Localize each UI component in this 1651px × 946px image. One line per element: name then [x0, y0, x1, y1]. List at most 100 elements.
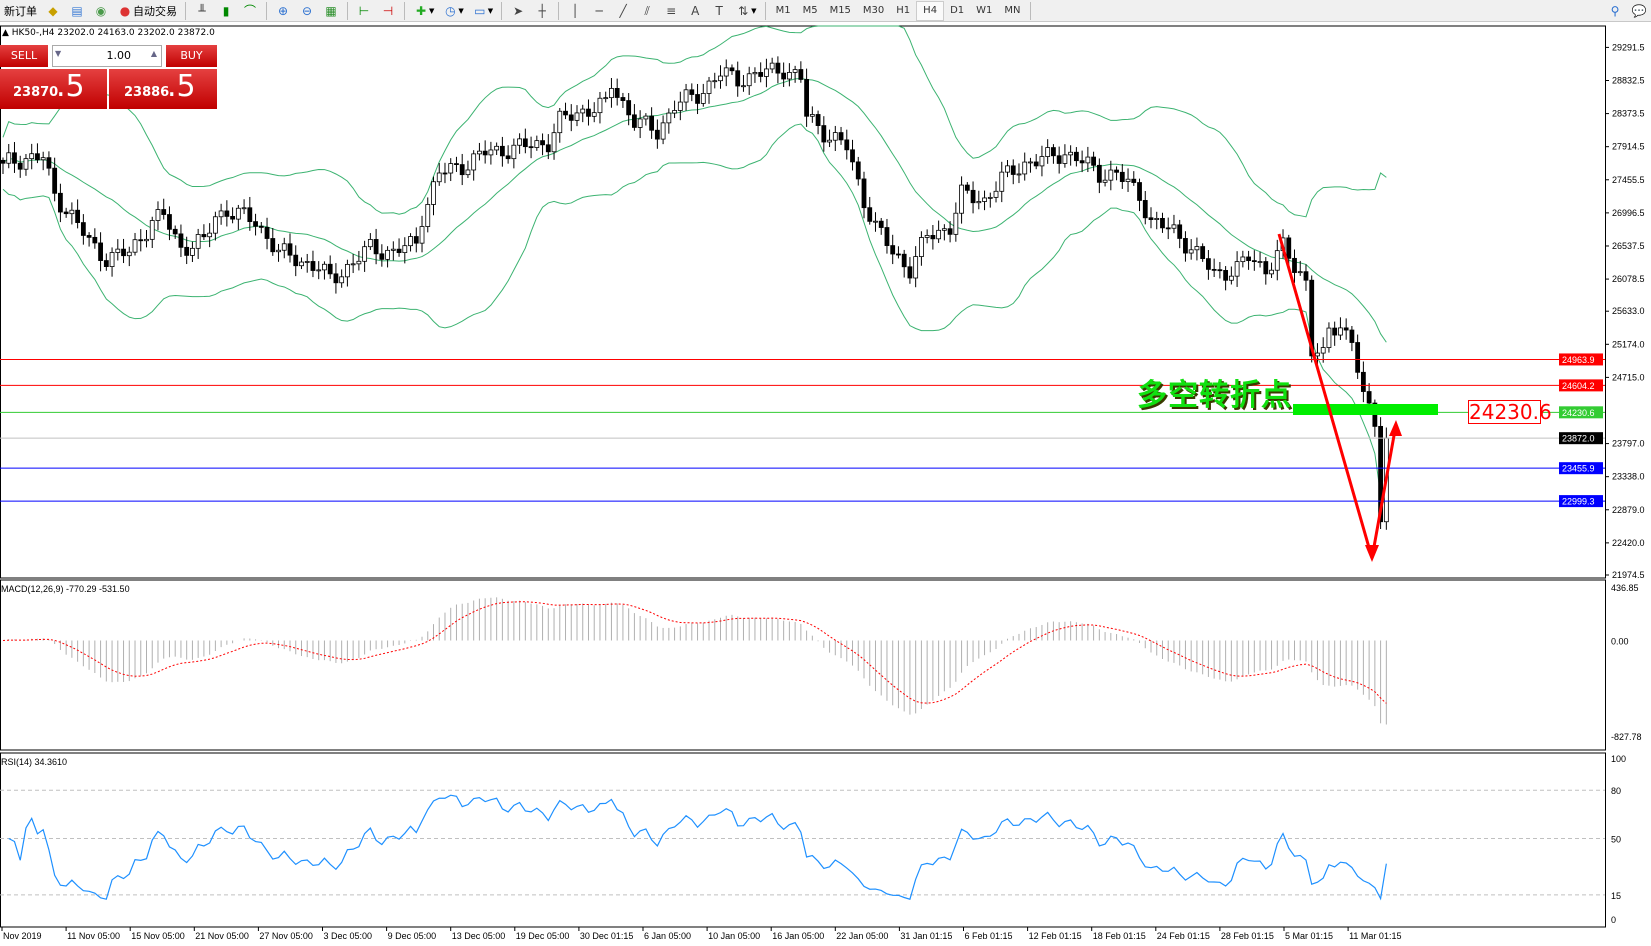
expert-advisors-button[interactable]: ◆ [41, 1, 65, 21]
rsi-axis-label: 15 [1611, 891, 1621, 901]
search-icon: ⚲ [1610, 3, 1620, 18]
horizontal-levels[interactable]: 24963.9 24604.2 24230.6 23872.0 23455.9 22999… [0, 353, 1605, 508]
chat-button[interactable]: 💬 [1627, 1, 1651, 21]
bollinger-bands [2, 25, 1387, 508]
time-axis-label: 13 Dec 05:00 [452, 931, 506, 941]
candle-body [149, 220, 155, 240]
timeframe-m1[interactable]: M1 [775, 5, 791, 16]
candle-body [459, 164, 465, 176]
candle-body [402, 245, 408, 254]
timeframe-d1[interactable]: D1 [950, 5, 965, 16]
candle-body [1234, 261, 1240, 277]
candle-body [299, 261, 304, 267]
auto-trading-button[interactable]: ● 自动交易 [113, 1, 181, 21]
level-price-label[interactable]: 24230.6 [1468, 400, 1552, 424]
candle-body [890, 245, 896, 255]
candle-body [230, 215, 236, 220]
candle [86, 232, 92, 247]
crosshair-button[interactable]: ┼ [530, 1, 554, 21]
candle [1091, 151, 1096, 172]
search-button[interactable]: ⚲ [1603, 1, 1627, 21]
candle [947, 221, 953, 243]
horizontal-line-button[interactable]: ─ [587, 1, 611, 21]
channel-button[interactable]: ⫽ [635, 1, 659, 21]
cursor-button[interactable]: ➤ [506, 1, 530, 21]
candle-body [431, 181, 436, 205]
lots-field[interactable]: ▼ 1.00 ▲ [52, 45, 162, 67]
signals-button[interactable]: ◉ [89, 1, 113, 21]
candle [80, 214, 86, 245]
timeframe-m5[interactable]: M5 [802, 5, 818, 16]
candle-body [1355, 342, 1361, 373]
candle [1332, 321, 1338, 346]
tile-windows-button[interactable]: ▦ [319, 1, 343, 21]
new-order-label: 新订单 [4, 4, 37, 18]
candle-body [999, 171, 1005, 192]
text-button[interactable]: A [683, 1, 707, 21]
bar-chart-button[interactable]: ╨ [190, 1, 214, 21]
candle-body [333, 273, 339, 284]
zoom-in-button[interactable]: ⊕ [271, 1, 295, 21]
candle [98, 232, 103, 272]
candlestick-icon: ▮ [222, 3, 230, 18]
candle [1366, 383, 1372, 407]
annotation-text[interactable]: 多空转折点 [1137, 378, 1292, 413]
buy-price-button[interactable]: 23886 .5 [109, 69, 217, 109]
periods-button[interactable]: ◷ ▼ [438, 1, 467, 21]
candle [477, 142, 482, 161]
level-price-text: 22999.3 [1562, 497, 1595, 507]
candle [1119, 164, 1125, 189]
candle-body [781, 72, 787, 80]
candle-body [764, 68, 769, 77]
indicators-button[interactable]: ✚ ▼ [409, 1, 438, 21]
timeframe-m15[interactable]: M15 [829, 5, 851, 16]
horizontal-line-icon: ─ [595, 3, 603, 18]
candle-body [1349, 329, 1355, 343]
time-axis-label: 11 Mar 01:15 [1349, 931, 1401, 941]
timeframe-w1[interactable]: W1 [976, 5, 993, 16]
auto-scroll-button[interactable]: ⊢ [352, 1, 376, 21]
line-chart-button[interactable]: ⌒ [238, 1, 262, 21]
candle-body [873, 220, 878, 223]
candle [723, 59, 729, 87]
timeframe-mn[interactable]: MN [1004, 5, 1021, 16]
buy-button[interactable]: BUY [166, 45, 217, 67]
timeframe-h1[interactable]: H1 [896, 5, 911, 16]
candle-body [362, 246, 368, 262]
zoom-out-button[interactable]: ⊖ [295, 1, 319, 21]
vertical-line-button[interactable]: │ [563, 1, 587, 21]
candle [465, 160, 471, 178]
lots-value[interactable]: 1.00 [106, 49, 132, 62]
arrows-button[interactable]: ⇅ ▼ [731, 1, 760, 21]
sell-button[interactable]: SELL [0, 45, 48, 67]
templates-button[interactable]: ▭ ▼ [468, 1, 497, 21]
timeframe-h4[interactable]: H4 [916, 0, 945, 21]
chart-shift-button[interactable]: ⊣ [376, 1, 400, 21]
candle-body [815, 114, 821, 126]
candle-body [1165, 227, 1171, 230]
level-price-tag [1559, 379, 1603, 392]
timeframe-m30[interactable]: M30 [862, 5, 885, 16]
candle-body [1022, 161, 1028, 175]
lots-decrease-icon[interactable]: ▼ [55, 49, 62, 58]
lots-increase-icon[interactable]: ▲ [150, 49, 157, 58]
text-label-button[interactable]: T [707, 1, 731, 21]
sell-price-button[interactable]: 23870 .5 [0, 69, 107, 109]
fibonacci-button[interactable]: ≡ [659, 1, 683, 21]
level-price-tag [1559, 406, 1603, 419]
red-arrows[interactable] [1277, 233, 1402, 562]
candle-body [184, 246, 190, 256]
candle [913, 246, 919, 288]
candle [1148, 207, 1154, 229]
candle [258, 222, 264, 234]
rsi-axis-label: 100 [1611, 754, 1626, 764]
market-watch-button[interactable]: ▤ [65, 1, 89, 21]
candle [230, 207, 236, 224]
new-order-button[interactable]: 新订单 [0, 1, 41, 21]
candle-body [488, 149, 494, 156]
trendline-button[interactable]: ╱ [611, 1, 635, 21]
candle [809, 106, 815, 123]
candle [1114, 166, 1119, 181]
candle-chart-button[interactable]: ▮ [214, 1, 238, 21]
